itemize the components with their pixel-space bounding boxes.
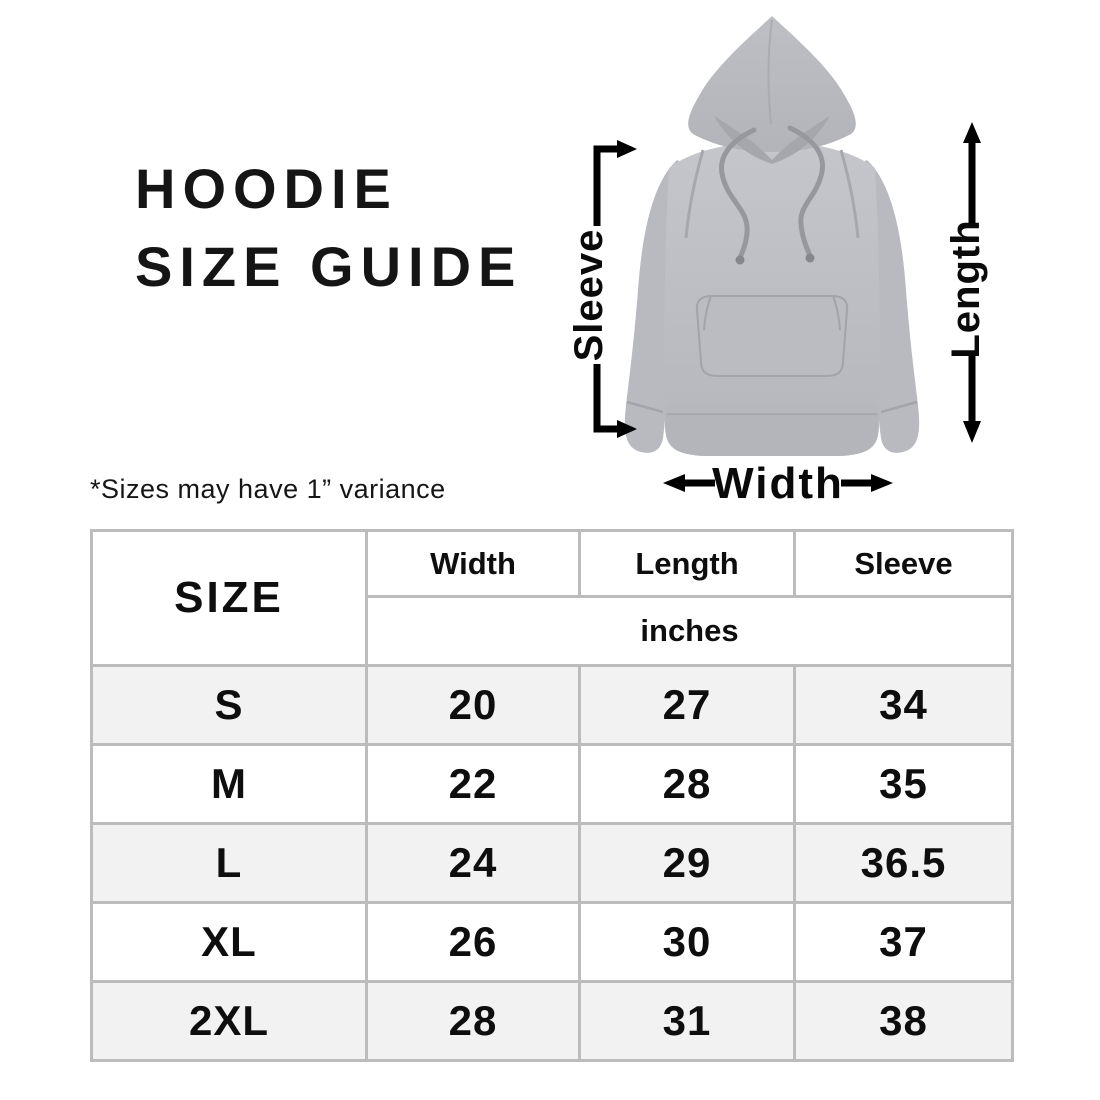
width-arrow-icon: [663, 474, 893, 492]
sleeve-arrow-icon: [593, 140, 637, 438]
length-cell: 27: [578, 664, 796, 746]
unit-header-row: inches: [92, 595, 1014, 667]
variance-note: *Sizes may have 1” variance: [90, 474, 446, 504]
sleeve-column-header: Sleeve: [793, 529, 1014, 598]
sleeve-cell: 34: [793, 664, 1014, 746]
table-row-m: M 22 28 35: [90, 743, 1014, 825]
table-row-xl: XL 26 30 37: [90, 901, 1014, 983]
sleeve-cell: 36.5: [793, 822, 1014, 904]
length-cell: 30: [578, 901, 796, 983]
size-column-header: SIZE: [90, 529, 368, 667]
title-line-1: HOODIE: [135, 157, 398, 220]
width-cell: 22: [365, 743, 581, 825]
width-column-header: Width: [365, 529, 581, 598]
width-label: Width: [712, 459, 844, 508]
table-row-2xl: 2XL 28 31 38: [90, 980, 1014, 1062]
width-cell: 20: [365, 664, 581, 746]
length-cell: 28: [578, 743, 796, 825]
measure-header-row: SIZE Width Length Sleeve: [90, 529, 1014, 667]
length-cell: 29: [578, 822, 796, 904]
title-line-2: SIZE GUIDE: [135, 235, 523, 298]
length-cell: 31: [578, 980, 796, 1062]
length-column-header: Length: [578, 529, 796, 598]
table-row-s: S 20 27 34: [90, 664, 1014, 746]
size-cell: L: [90, 822, 368, 904]
hoodie-illustration: [624, 16, 920, 456]
size-cell: XL: [90, 901, 368, 983]
sleeve-cell: 35: [793, 743, 1014, 825]
length-arrow-icon: [963, 122, 981, 443]
width-cell: 24: [365, 822, 581, 904]
size-cell: M: [90, 743, 368, 825]
sleeve-cell: 38: [793, 980, 1014, 1062]
size-table: SIZE Width Length Sleeve inches S 20 27 …: [90, 529, 1014, 1062]
sleeve-cell: 37: [793, 901, 1014, 983]
hoodie-measurement-diagram: Sleeve Length Width: [557, 0, 1049, 515]
unit-header: inches: [365, 595, 1014, 667]
table-row-l: L 24 29 36.5: [90, 822, 1014, 904]
size-cell: S: [90, 664, 368, 746]
hoodie-diagram-svg: Sleeve Length Width: [567, 16, 988, 508]
length-label: Length: [944, 219, 988, 358]
width-cell: 28: [365, 980, 581, 1062]
page-title: HOODIE SIZE GUIDE: [135, 150, 522, 306]
sleeve-label: Sleeve: [567, 229, 611, 362]
width-cell: 26: [365, 901, 581, 983]
size-cell: 2XL: [90, 980, 368, 1062]
